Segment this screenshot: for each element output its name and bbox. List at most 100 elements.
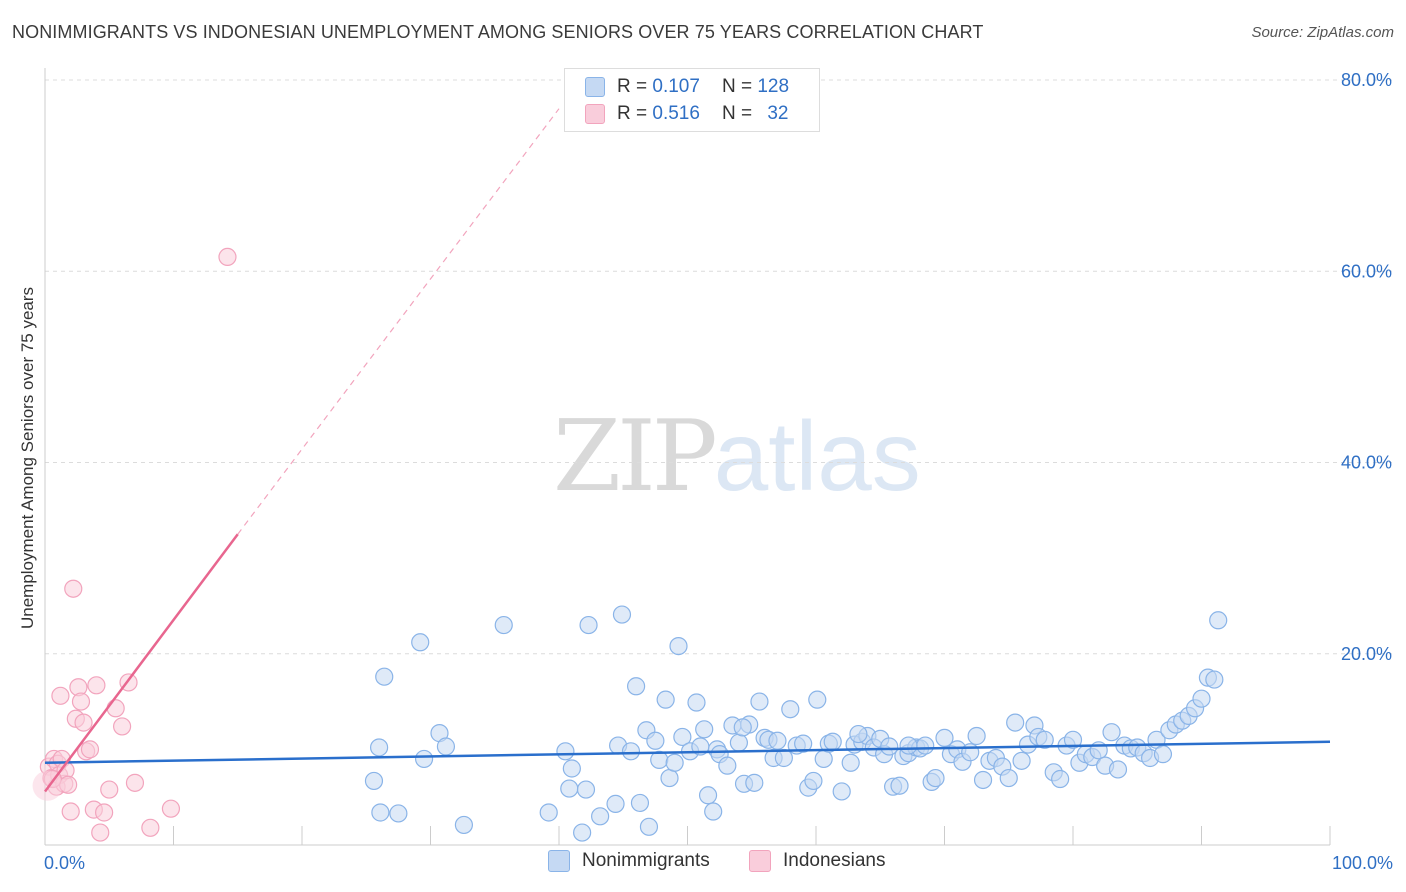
nonimmigrant-point xyxy=(880,737,899,756)
nonimmigrant-point xyxy=(573,823,592,842)
nonimmigrant-point xyxy=(494,615,513,635)
indonesian-point xyxy=(106,699,125,718)
indonesian-point xyxy=(74,713,93,732)
nonimmigrant-point xyxy=(560,779,579,798)
y-tick-label: 20.0% xyxy=(1341,644,1392,664)
legend-n-label: N = xyxy=(721,103,753,124)
nonimmigrant-point xyxy=(1153,745,1173,764)
indonesian-point xyxy=(61,802,80,821)
stats-legend: R = 0.107 N = 128 R = 0.516 N = 32 xyxy=(564,68,820,132)
nonimmigrant-point xyxy=(656,690,675,709)
nonimmigrant-point xyxy=(808,690,827,709)
nonimmigrant-point xyxy=(370,738,389,757)
indonesian-point xyxy=(141,818,160,837)
nonimmigrant-point xyxy=(967,726,986,746)
indonesian-point xyxy=(161,799,181,818)
nonimmigrant-point xyxy=(1192,689,1211,708)
nonimmigrant-point xyxy=(626,677,646,696)
legend-r-value: 0.107 xyxy=(652,76,700,97)
nonimmigrant-point xyxy=(999,768,1018,788)
bottom-legend-swatch-indonesians xyxy=(749,850,771,872)
bottom-legend-label-nonimmigrants: Nonimmigrants xyxy=(582,850,710,871)
nonimmigrant-point xyxy=(849,724,868,744)
x-tick-label: 100.0% xyxy=(1332,853,1393,873)
bottom-legend-nonimmigrants: Nonimmigrants xyxy=(548,850,710,872)
indonesian-point xyxy=(51,686,70,705)
nonimmigrant-point xyxy=(375,667,394,686)
nonimmigrant-point xyxy=(621,742,641,761)
nonimmigrants-trend-line xyxy=(44,740,1331,765)
indonesian-point xyxy=(95,803,114,822)
indonesian-point xyxy=(125,773,145,792)
nonimmigrant-point xyxy=(1006,713,1025,732)
legend-n-value: 128 xyxy=(757,76,790,97)
y-tick-label: 60.0% xyxy=(1341,261,1392,281)
y-tick-label: 40.0% xyxy=(1341,453,1392,473)
source-label: Source: ZipAtlas.com xyxy=(1251,24,1394,41)
nonimmigrant-point xyxy=(1063,730,1083,749)
nonimmigrant-point xyxy=(591,807,610,826)
watermark-zip: ZIP xyxy=(553,400,718,514)
nonimmigrant-point xyxy=(1108,760,1128,779)
nonimmigrant-point xyxy=(916,736,935,755)
nonimmigrant-point xyxy=(454,815,474,835)
nonimmigrant-point xyxy=(1035,730,1054,749)
nonimmigrant-point xyxy=(814,749,833,769)
nonimmigrant-point xyxy=(890,776,909,795)
nonimmigrant-point xyxy=(695,720,714,739)
nonimmigrant-point xyxy=(612,605,632,624)
watermark-atlas: atlas xyxy=(713,401,921,511)
nonimmigrant-point xyxy=(794,734,813,753)
nonimmigrant-point xyxy=(371,803,390,822)
nonimmigrant-point xyxy=(745,773,764,792)
watermark: ZIPatlas xyxy=(553,400,921,514)
legend-n-label: N = xyxy=(721,76,753,97)
nonimmigrant-point xyxy=(1102,723,1121,742)
indonesian-point xyxy=(112,717,132,736)
nonimmigrant-point xyxy=(823,732,842,751)
nonimmigrant-point xyxy=(606,794,625,813)
nonimmigrant-point xyxy=(411,633,430,652)
nonimmigrant-point xyxy=(576,780,596,799)
legend-row-nonimmigrants: R = 0.107 N = 128 xyxy=(585,75,789,99)
nonimmigrant-point xyxy=(935,728,954,748)
indonesian-point xyxy=(91,823,110,842)
y-tick-label: 80.0% xyxy=(1341,70,1392,90)
nonimmigrant-point xyxy=(704,802,723,821)
legend-swatch-indonesians xyxy=(585,104,605,124)
nonimmigrant-point xyxy=(673,727,692,747)
nonimmigrant-point xyxy=(630,793,650,813)
nonimmigrant-point xyxy=(389,804,408,823)
nonimmigrant-point xyxy=(926,768,945,788)
nonimmigrant-point xyxy=(639,817,659,836)
indonesian-point xyxy=(87,676,106,695)
nonimmigrant-point xyxy=(841,753,860,772)
legend-r-value: 0.516 xyxy=(652,103,700,124)
legend-swatch-nonimmigrants xyxy=(585,77,605,97)
indonesians-trend-extension xyxy=(237,108,560,535)
bottom-legend-label-indonesians: Indonesians xyxy=(783,850,886,871)
nonimmigrant-point xyxy=(804,771,823,791)
nonimmigrant-point xyxy=(973,770,993,790)
indonesian-point xyxy=(100,780,119,799)
nonimmigrant-point xyxy=(1209,611,1228,630)
nonimmigrant-point xyxy=(1012,751,1031,770)
nonimmigrant-point xyxy=(660,768,679,788)
indonesian-point xyxy=(71,692,91,711)
nonimmigrant-point xyxy=(733,718,752,737)
nonimmigrant-point xyxy=(579,615,598,635)
nonimmigrant-point xyxy=(669,636,688,656)
nonimmigrant-point xyxy=(899,736,918,755)
indonesian-point xyxy=(64,579,83,598)
nonimmigrant-point xyxy=(1205,670,1224,689)
nonimmigrant-point xyxy=(718,756,737,775)
legend-row-indonesians: R = 0.516 N = 32 xyxy=(585,102,788,126)
nonimmigrant-point xyxy=(556,742,575,761)
nonimmigrant-point xyxy=(832,782,851,801)
bottom-legend-swatch-nonimmigrants xyxy=(548,850,570,872)
indonesian-point xyxy=(80,740,100,759)
nonimmigrant-point xyxy=(665,753,684,772)
nonimmigrant-point xyxy=(781,700,800,719)
x-tick-label: 0.0% xyxy=(44,853,85,873)
